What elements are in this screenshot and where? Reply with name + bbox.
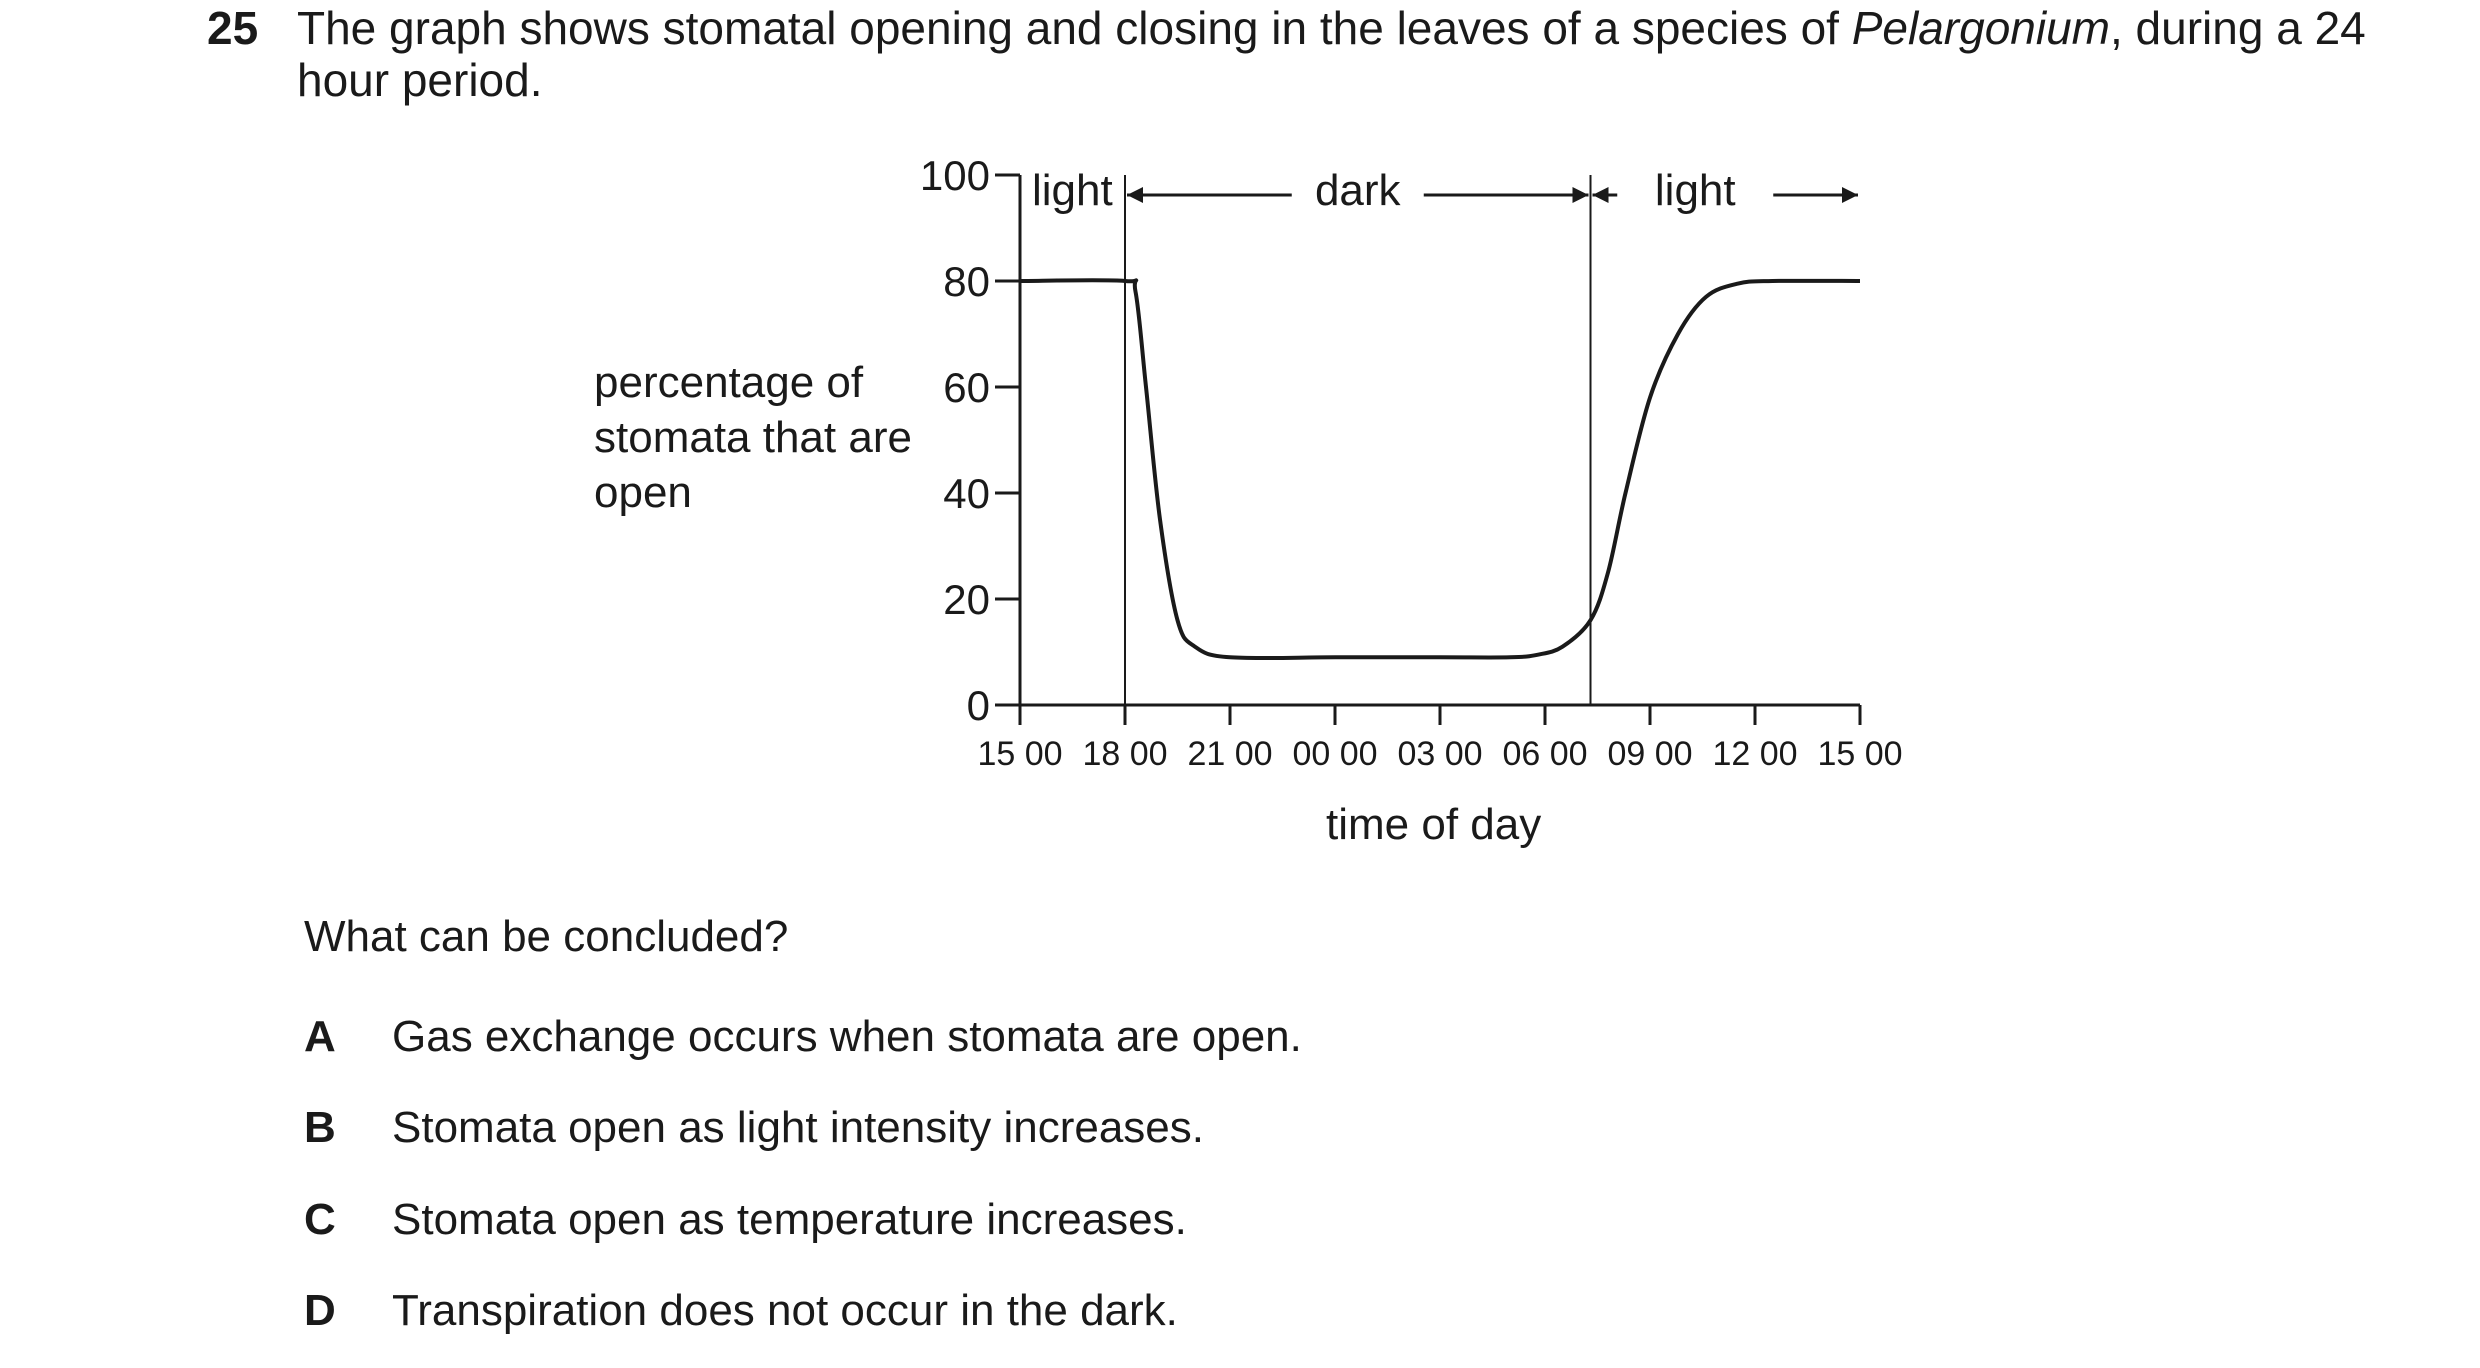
y-axis-label: percentage of stomata that are open <box>594 358 912 517</box>
x-tick-label: 00 00 <box>1292 735 1377 773</box>
y-tick-label: 100 <box>920 152 990 199</box>
option-text: Stomata open as temperature increases. <box>392 1195 1187 1244</box>
species-name: Pelargonium <box>1851 2 2110 54</box>
option-letter: A <box>304 1012 336 1061</box>
x-tick-label: 15 00 <box>977 735 1062 773</box>
x-tick-label: 12 00 <box>1712 735 1797 773</box>
x-tick-label: 15 00 <box>1817 735 1902 773</box>
option-letter: D <box>304 1286 336 1335</box>
chart-ticks: 0 20 40 60 80 100 15 00 18 00 21 00 00 00 03 00 06 … <box>920 152 1903 773</box>
x-tick-label: 03 00 <box>1397 735 1482 773</box>
question-number: 25 <box>207 2 259 54</box>
stomata-chart: light dark light 0 20 40 60 80 100 15 00 18 00 21 … <box>920 152 1903 773</box>
option-letter: B <box>304 1103 336 1152</box>
question-prompt: What can be concluded? <box>304 912 789 961</box>
chart-series <box>1019 278 1861 661</box>
x-axis-label: time of day <box>1326 800 1542 849</box>
period-label: light <box>1032 166 1113 215</box>
x-tick-label: 21 00 <box>1187 735 1272 773</box>
y-tick-label: 80 <box>943 258 990 305</box>
x-tick-label: 06 00 <box>1502 735 1587 773</box>
option-text: Stomata open as light intensity increase… <box>392 1103 1205 1152</box>
option-letter: C <box>304 1195 336 1244</box>
period-label: light <box>1655 166 1736 215</box>
option-text: Transpiration does not occur in the dark… <box>392 1286 1178 1335</box>
period-annotations: light dark light <box>1032 166 1858 215</box>
period-dividers <box>1124 175 1592 705</box>
y-tick-label: 60 <box>943 364 990 411</box>
question-text-start: The graph shows stomatal opening and clo… <box>297 2 1852 54</box>
y-tick-label: 0 <box>967 682 990 729</box>
x-tick-label: 18 00 <box>1082 735 1167 773</box>
x-tick-label: 09 00 <box>1607 735 1692 773</box>
question-text-end: , during a 24 hour period. <box>297 2 2366 106</box>
y-tick-label: 40 <box>943 470 990 517</box>
option-text: Gas exchange occurs when stomata are ope… <box>392 1012 1302 1061</box>
series-line <box>1019 278 1861 661</box>
period-label: dark <box>1315 166 1402 215</box>
question-text: The graph shows stomatal opening and clo… <box>297 2 2397 106</box>
y-tick-label: 20 <box>943 576 990 623</box>
